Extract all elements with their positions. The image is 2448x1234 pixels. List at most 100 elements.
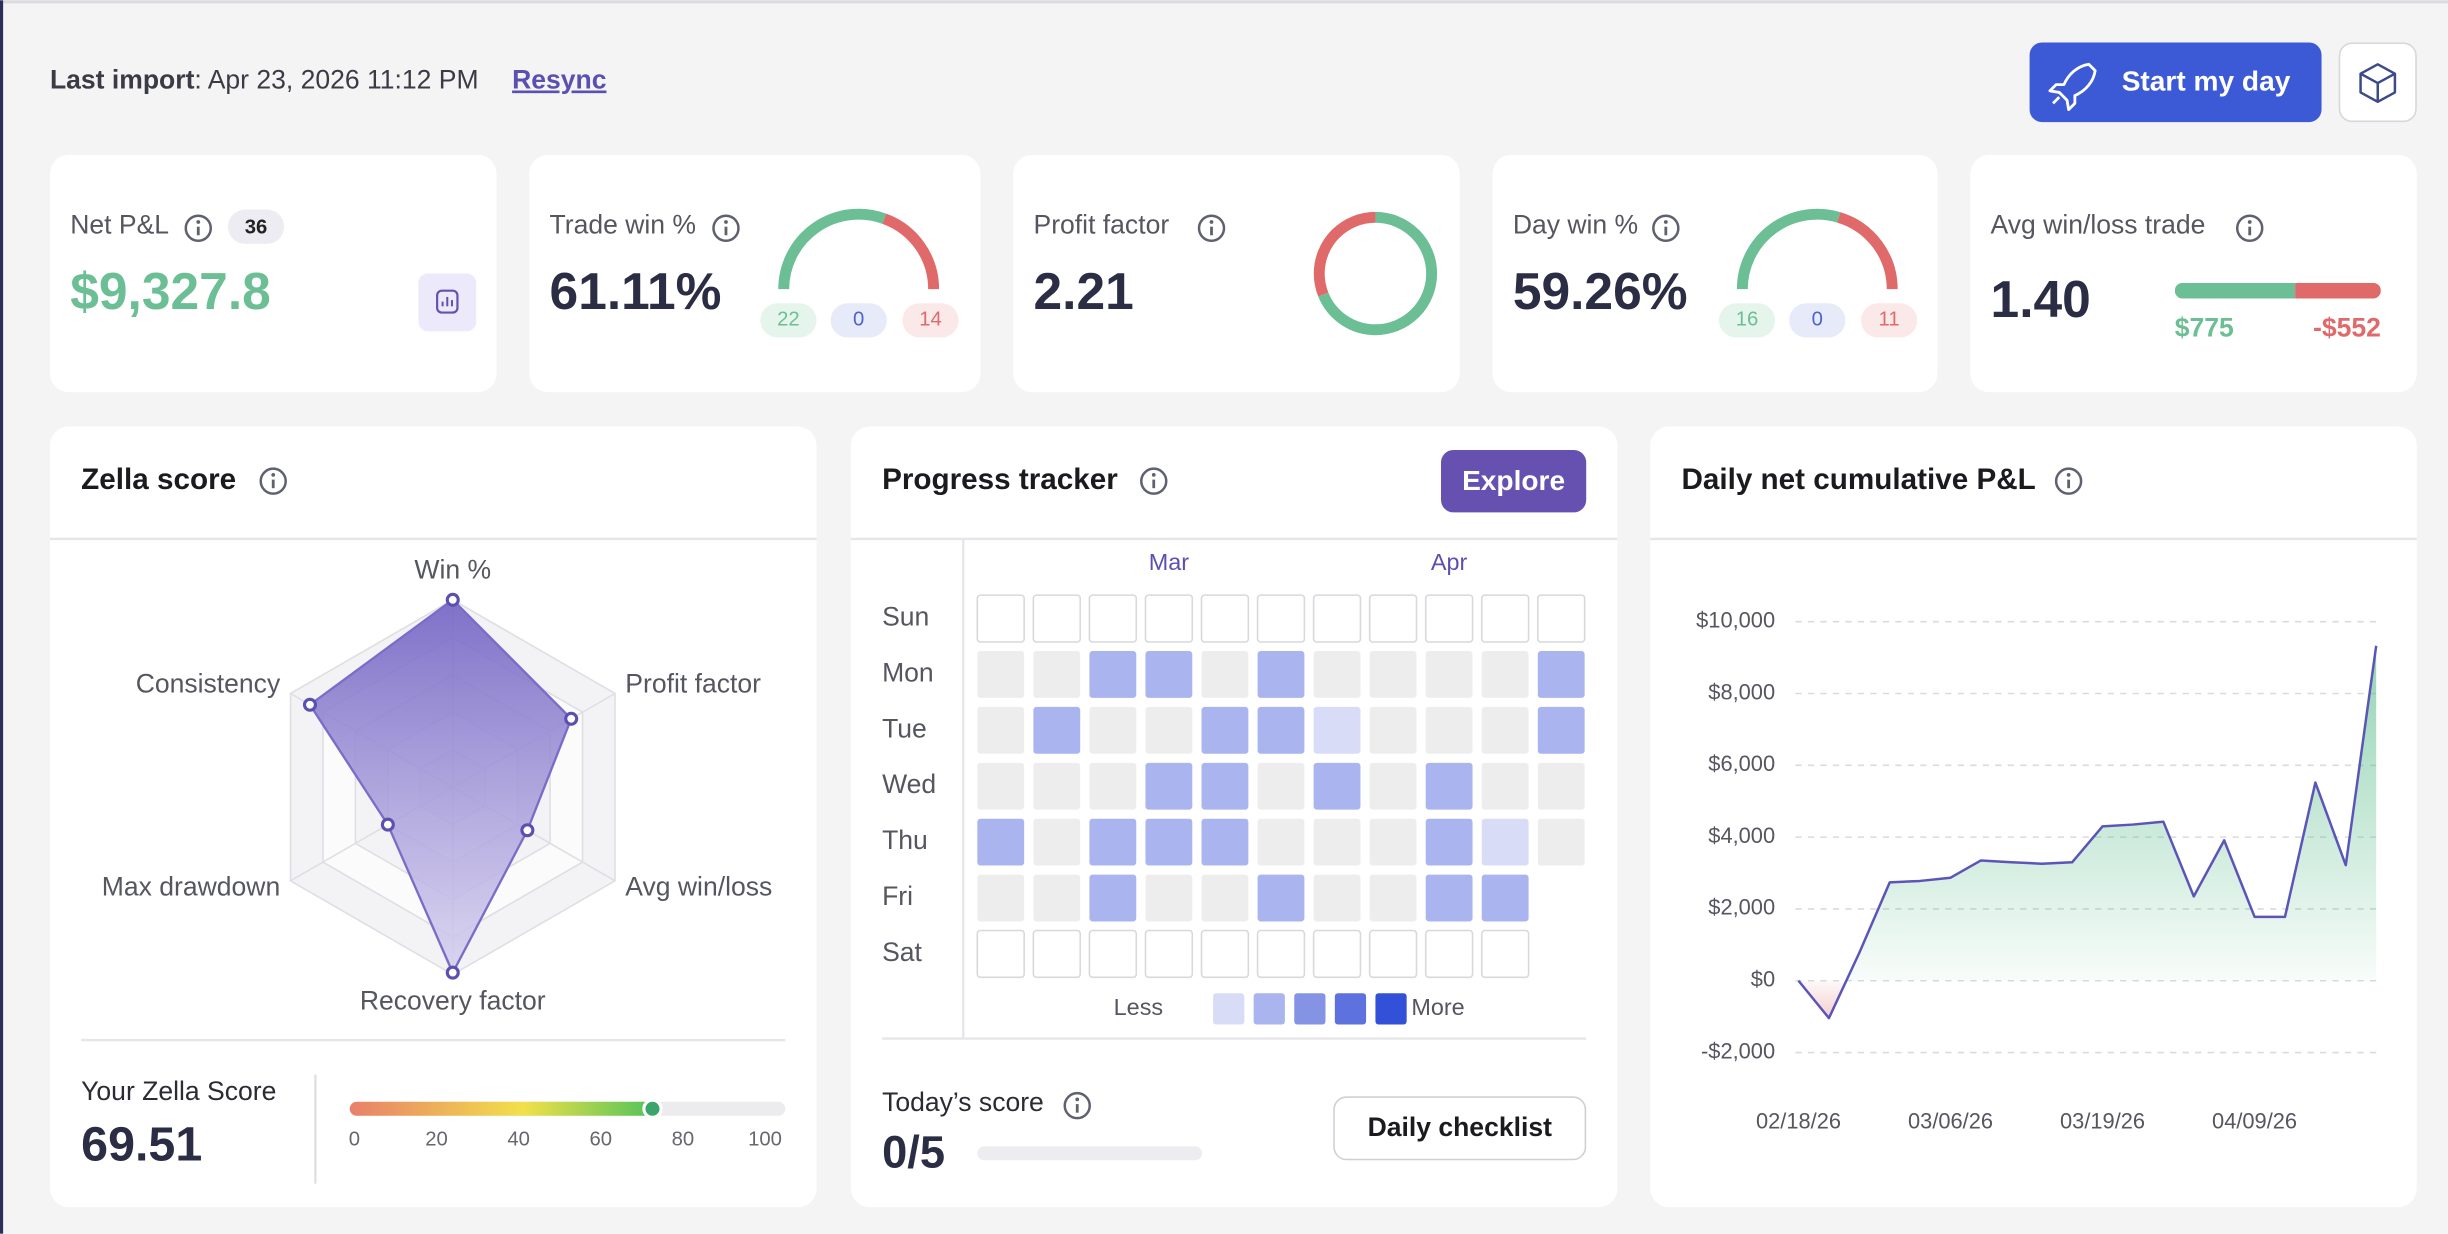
stat-card xyxy=(49,154,497,393)
stat-label: Profit factor xyxy=(1034,210,1170,240)
day-label: Fri xyxy=(882,881,913,911)
info-icon xyxy=(2235,214,2264,242)
legend-more: More xyxy=(1411,994,1464,1020)
radar-axis-label: Consistency xyxy=(136,669,281,699)
stat-card xyxy=(1970,154,2417,393)
day-label: Thu xyxy=(882,825,928,855)
day-label: Mon xyxy=(882,657,934,687)
info-icon-dot xyxy=(2066,473,2071,477)
day-cell xyxy=(1201,762,1249,810)
today-score-value: 0/5 xyxy=(882,1127,945,1178)
info-icon-dot xyxy=(1151,473,1156,477)
gauge-pill-text: 16 xyxy=(1736,309,1759,331)
stat-label: Net P&L xyxy=(70,210,169,240)
legend-swatch xyxy=(1294,993,1326,1025)
button-background xyxy=(1441,449,1587,513)
start-my-day-button[interactable]: Start my day xyxy=(2029,42,2322,123)
day-cell xyxy=(1369,874,1417,922)
legend-swatch xyxy=(1375,993,1407,1025)
empty-day-cell xyxy=(1256,929,1306,979)
day-cell xyxy=(1369,818,1417,866)
last-import: Last import: Apr 23, 2026 11:12 PM xyxy=(50,65,479,95)
day-cell xyxy=(1089,706,1137,754)
zella-score-label: Your Zella Score xyxy=(81,1076,276,1106)
info-icon-dot xyxy=(196,220,201,224)
empty-day-cell xyxy=(1088,594,1138,643)
cube-icon xyxy=(2359,63,2397,104)
day-cell xyxy=(1425,874,1473,922)
cube-button[interactable] xyxy=(2338,42,2417,123)
day-cell xyxy=(1369,706,1417,754)
pnl-area xyxy=(1798,645,2377,1019)
day-cell xyxy=(977,651,1025,698)
day-cell xyxy=(1201,818,1249,866)
empty-day-cell xyxy=(1032,594,1081,643)
y-tick-label: $6,000 xyxy=(1708,751,1775,776)
gauge-pill xyxy=(1789,303,1846,338)
day-cell xyxy=(1257,762,1305,810)
day-cell xyxy=(1481,706,1529,754)
info-icon-dot xyxy=(724,220,728,224)
avg-win-bar xyxy=(2174,282,2296,299)
day-cell xyxy=(1537,651,1585,698)
stat-label: Avg win/loss trade xyxy=(1991,210,2206,240)
panel-title: Zella score xyxy=(81,463,236,496)
x-tick-label: 03/19/26 xyxy=(2060,1109,2145,1134)
info-icon-dot xyxy=(1209,220,1214,224)
day-cell xyxy=(1537,706,1585,754)
day-cell xyxy=(1201,706,1249,754)
y-tick-label: $4,000 xyxy=(1708,823,1775,848)
day-cell xyxy=(1425,818,1473,866)
radar-point xyxy=(564,711,579,726)
score-tick-label: 100 xyxy=(748,1128,782,1150)
day-cell xyxy=(1089,818,1137,866)
day-cell xyxy=(1089,762,1137,810)
gauge-pill-text: 11 xyxy=(1879,309,1900,331)
day-cell xyxy=(1257,818,1305,866)
radar-point xyxy=(520,823,535,838)
day-label: Wed xyxy=(882,769,936,799)
empty-day-cell xyxy=(1144,929,1194,979)
day-cell xyxy=(1033,651,1081,698)
y-tick-label: $0 xyxy=(1751,967,1775,992)
empty-day-cell xyxy=(1312,929,1362,979)
day-cell xyxy=(1033,762,1081,810)
day-cell xyxy=(1257,651,1305,698)
radar-point xyxy=(380,817,395,832)
empty-day-cell xyxy=(1537,594,1586,643)
gauge-pill-text: 14 xyxy=(919,309,942,331)
radar-point xyxy=(445,965,460,980)
empty-day-cell xyxy=(1480,929,1530,979)
empty-day-cell xyxy=(1032,929,1081,979)
day-cell xyxy=(1369,762,1417,810)
count-badge xyxy=(227,209,285,244)
today-score-label: Today’s score xyxy=(882,1087,1044,1117)
score-bar xyxy=(349,1101,653,1116)
gauge-pill-text: 0 xyxy=(853,309,864,331)
day-cell xyxy=(977,706,1025,754)
radar-point xyxy=(302,697,318,712)
info-icon xyxy=(1063,1091,1091,1120)
resync-link[interactable]: Resync xyxy=(512,65,606,95)
gauge-arc-losses xyxy=(882,213,940,290)
day-cell xyxy=(977,818,1025,866)
empty-day-cell xyxy=(1088,929,1138,979)
day-cell xyxy=(1313,874,1361,922)
day-cell xyxy=(1145,651,1193,698)
day-cell xyxy=(977,874,1025,922)
pnl-line xyxy=(1797,645,2378,1020)
score-tick-label: 40 xyxy=(507,1128,530,1150)
button-label: Start my day xyxy=(2122,65,2291,96)
day-cell xyxy=(1481,818,1529,866)
stat-value: 1.40 xyxy=(1991,270,2091,328)
daily-checklist-button[interactable]: Daily checklist xyxy=(1333,1096,1587,1161)
top-border xyxy=(0,0,2448,4)
x-tick-label: 03/06/26 xyxy=(1908,1109,1993,1134)
explore-button[interactable]: Explore xyxy=(1441,449,1587,513)
day-cell xyxy=(1145,762,1193,810)
day-cell xyxy=(1425,651,1473,698)
empty-day-cell xyxy=(976,929,1025,979)
empty-day-cell xyxy=(1256,594,1306,643)
y-tick-label: $2,000 xyxy=(1708,895,1775,920)
